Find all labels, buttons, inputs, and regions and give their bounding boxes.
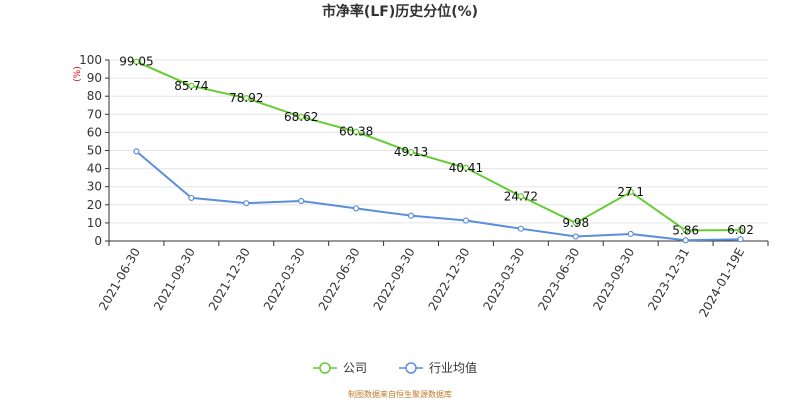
y-tick-label: 0 [94,234,102,248]
y-tick-label: 60 [87,125,102,139]
y-tick-label: 30 [87,180,102,194]
y-tick-label: 40 [87,162,102,176]
legend-marker [319,362,331,374]
data-point [133,148,140,155]
x-tick-label: 2023-06-30 [535,246,582,313]
data-point [407,148,415,156]
data-label: 49.13 [394,145,428,159]
source-note: 制图数据来自恒生聚源数据库 [348,389,452,399]
data-label: 85.74 [174,79,208,93]
data-point [462,217,470,224]
legend-marker [405,362,417,374]
y-axis-unit: (%) [73,66,83,82]
data-point [517,225,524,232]
data-labels: 99.05 85.74 78.92 68.62 60.38 49.13 40.41 24.72… [119,55,754,238]
y-tick-label: 20 [87,198,102,212]
x-tick-label: 2023-03-30 [480,246,527,313]
data-label: 68.62 [284,110,318,124]
data-label: 27.1 [617,185,644,199]
x-tick-label: 2021-12-30 [206,246,253,313]
y-tick-label: 70 [87,107,102,121]
x-tick-label: 2022-09-30 [371,246,418,313]
data-label: 9.98 [562,216,589,230]
legend: 公司 行业均值 [313,360,477,375]
data-point [627,230,634,238]
legend-label: 行业均值 [429,360,477,375]
data-label: 78.92 [229,91,263,105]
data-label: 99.05 [119,55,153,69]
data-point [133,58,140,65]
x-tick-label: 2021-09-30 [151,246,198,313]
x-tick-label: 2022-06-30 [316,246,363,313]
data-point [353,128,360,135]
data-point [462,164,470,171]
y-tick-label: 10 [87,216,102,230]
data-label: 5.86 [672,223,699,237]
legend-label: 公司 [343,361,367,375]
data-point [188,194,195,202]
data-point [298,113,305,120]
y-tick-label: 90 [87,71,102,85]
data-point [298,197,305,205]
data-point [572,219,579,227]
series-line [135,150,741,242]
x-tick-label: 2022-03-30 [261,246,308,313]
chart-title: 市净率(LF)历史分位(%) [322,3,478,20]
data-point [682,237,689,244]
data-point [737,236,744,243]
y-tick-label: 100 [79,53,102,67]
y-tick-label: 50 [87,144,102,158]
legend-item: 公司 [313,361,367,375]
data-point [737,227,744,234]
data-point [243,95,250,102]
y-tick-label: 80 [87,89,102,103]
x-tick-label: 2022-12-30 [426,246,473,313]
data-label: 24.72 [504,189,538,203]
data-point [243,200,250,207]
x-tick-label: 2021-06-30 [96,246,143,313]
data-label: 60.38 [339,125,373,139]
legend-item: 行业均值 [399,360,477,375]
data-point [407,212,415,219]
data-point [517,193,524,200]
series-line [136,60,741,232]
data-point [682,227,689,234]
data-point [572,233,579,240]
x-tick-label: 2023-09-30 [590,246,637,313]
data-point [627,188,634,196]
data-label: 6.02 [727,223,754,237]
series-layer [133,58,744,244]
data-point [188,82,195,89]
data-point [353,205,360,212]
x-tick-label: 2023-12-31 [645,246,692,313]
grid-lines [109,59,768,224]
x-tick-label: 2024-01-19E [696,246,747,320]
data-label: 40.41 [449,161,483,175]
